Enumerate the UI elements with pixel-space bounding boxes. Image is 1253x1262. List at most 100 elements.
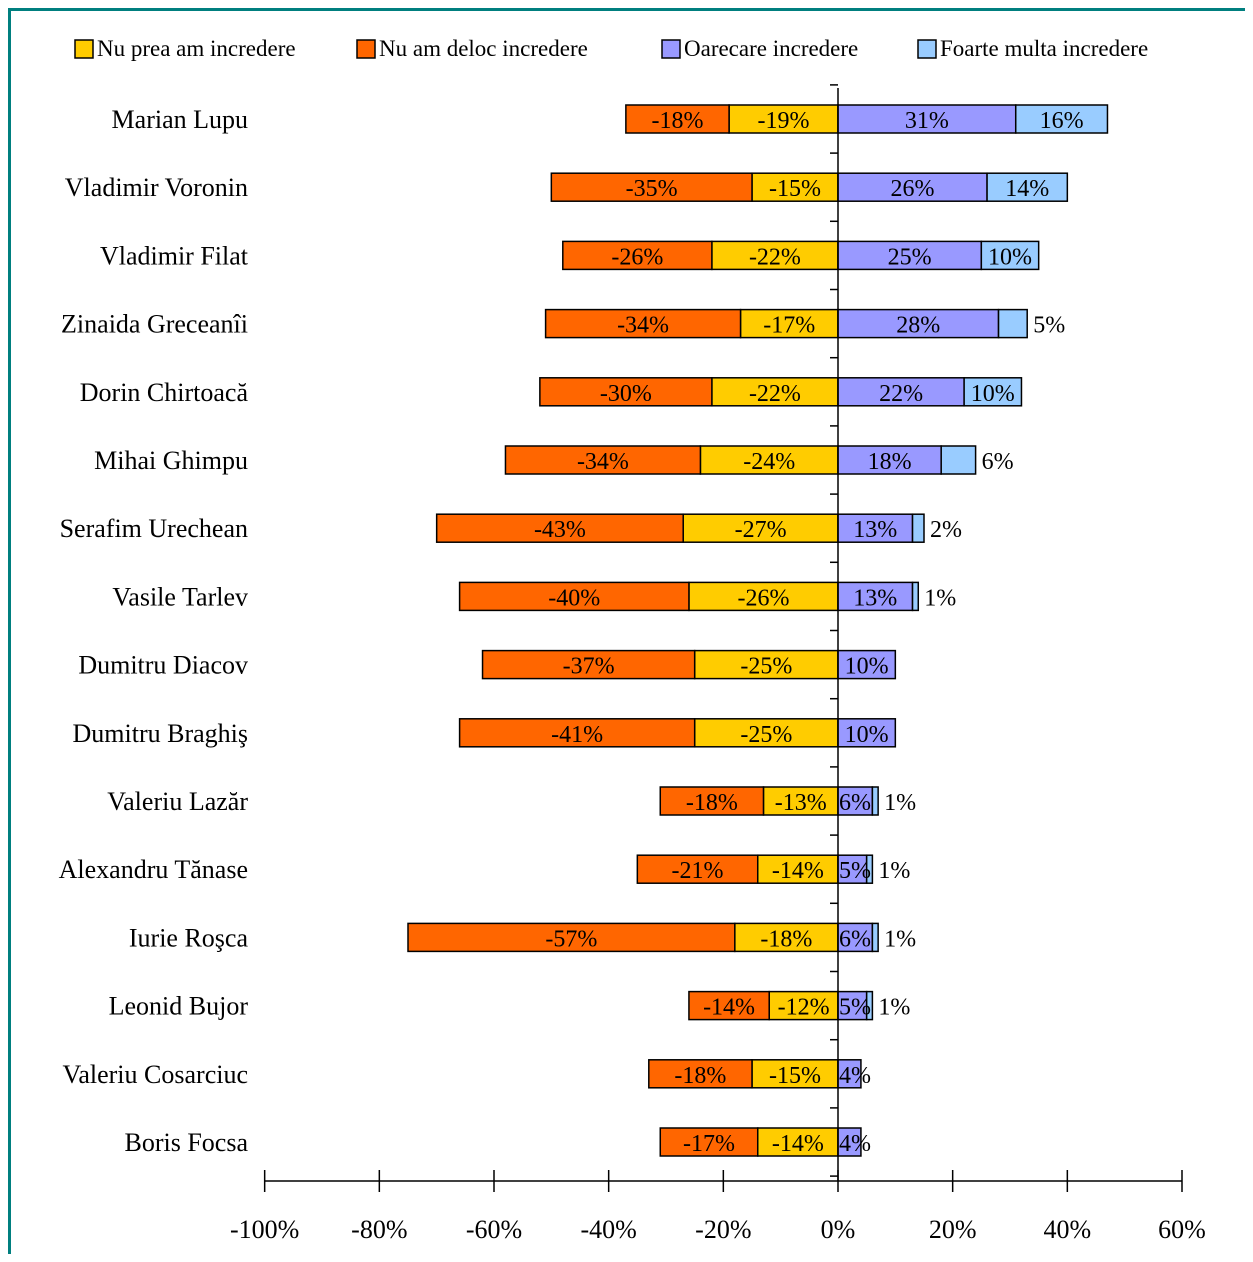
bar-nu-deloc	[539, 377, 713, 407]
data-label: -18%	[760, 926, 812, 952]
bar-nu-deloc	[550, 172, 753, 202]
data-label: 31%	[905, 108, 949, 134]
bar-nu-deloc	[435, 513, 684, 543]
data-label: -18%	[686, 790, 738, 816]
data-label: 28%	[896, 313, 940, 339]
x-tick-label: -100%	[230, 1215, 299, 1244]
data-label: -17%	[683, 1131, 735, 1157]
data-label: -30%	[600, 381, 652, 407]
bar-nu-deloc	[659, 1127, 759, 1157]
legend-swatch	[917, 39, 937, 59]
data-label: -25%	[740, 654, 792, 680]
data-label: -24%	[743, 449, 795, 475]
bar-nu-deloc	[407, 922, 736, 953]
data-label: -14%	[772, 858, 824, 884]
data-label: 10%	[988, 244, 1032, 270]
bar-foarte	[1014, 104, 1109, 134]
category-label: Vladimir Voronin	[65, 173, 248, 202]
bar-oarecare	[837, 990, 868, 1021]
legend-label: Oarecare incredere	[684, 36, 858, 61]
x-tick-label: -20%	[695, 1215, 751, 1244]
data-label: -43%	[534, 517, 586, 543]
category-label: Dumitru Diacov	[78, 651, 248, 680]
data-label: 25%	[888, 244, 932, 270]
bar-nu-deloc	[688, 990, 770, 1021]
data-label: -14%	[703, 995, 755, 1021]
data-label: -17%	[763, 313, 815, 339]
data-label: 10%	[845, 722, 889, 748]
bar-nu-deloc	[481, 649, 696, 680]
category-label: Alexandru Tănase	[59, 855, 248, 884]
data-label: -35%	[626, 176, 678, 202]
data-label: -25%	[740, 722, 792, 748]
legend-label: Foarte multa incredere	[940, 36, 1148, 61]
category-label: Dumitru Braghiş	[73, 719, 249, 748]
bar-nu-deloc	[544, 308, 742, 339]
x-tick-label: -40%	[581, 1215, 637, 1244]
legend-item: Nu am deloc incredere	[356, 36, 588, 61]
x-tick-label: -80%	[351, 1215, 407, 1244]
x-tick-label: 0%	[821, 1215, 856, 1244]
value-labels: -19% -18% 31% 16% -15% -35% 26% 14% -22% -26% 25% 1…	[534, 108, 1084, 1157]
bar-oarecare	[837, 377, 965, 407]
bar-foarte	[997, 308, 1028, 339]
bar-foarte	[871, 922, 879, 953]
data-label: -22%	[749, 381, 801, 407]
data-label: -14%	[772, 1131, 824, 1157]
data-label: 1%	[924, 585, 956, 611]
bar-nu-deloc	[648, 1059, 753, 1089]
chart-frame	[8, 8, 1245, 1254]
data-label: -34%	[617, 313, 669, 339]
category-label: Serafim Urechean	[60, 514, 248, 543]
data-label: -19%	[758, 108, 810, 134]
category-label: Vladimir Filat	[100, 241, 249, 270]
data-label: 1%	[878, 858, 910, 884]
bar-nu-prea	[739, 308, 839, 339]
data-label: 6%	[982, 449, 1014, 475]
axes: -100% -80% -60% -40% -20% 0% 20% 40% 60%	[230, 84, 1206, 1244]
data-label: -18%	[651, 108, 703, 134]
data-label: 2%	[930, 517, 962, 543]
legend-item: Nu prea am incredere	[74, 36, 296, 61]
bar-nu-prea	[768, 990, 839, 1021]
data-label: 10%	[971, 381, 1015, 407]
bar-foarte	[963, 377, 1023, 407]
bar-nu-deloc	[504, 445, 702, 475]
data-label: -40%	[548, 585, 600, 611]
data-label: 1%	[884, 790, 916, 816]
x-tick-label: 40%	[1043, 1215, 1091, 1244]
category-labels: Marian Lupu Vladimir Voronin Vladimir Fila…	[59, 105, 249, 1157]
legend-swatch	[661, 39, 681, 59]
bar-oarecare	[837, 445, 942, 475]
data-label: 5%	[839, 995, 871, 1021]
bar-nu-prea	[711, 240, 839, 271]
data-label: -22%	[749, 244, 801, 270]
data-label: -26%	[737, 585, 789, 611]
data-label: -15%	[769, 176, 821, 202]
category-label: Vasile Tarlev	[112, 582, 248, 611]
bar-foarte	[865, 990, 874, 1021]
data-label: 22%	[879, 381, 923, 407]
category-label: Iurie Roşca	[129, 923, 249, 952]
bar-foarte	[871, 786, 879, 816]
bar-oarecare	[837, 786, 874, 816]
bar-foarte	[940, 445, 977, 475]
data-label: -12%	[778, 995, 830, 1021]
bar-oarecare	[837, 718, 897, 748]
bar-nu-prea	[728, 104, 839, 134]
data-label: 4%	[839, 1063, 871, 1089]
legend-label: Nu am deloc incredere	[379, 36, 588, 61]
bar-nu-prea	[756, 1127, 839, 1157]
bar-nu-deloc	[458, 581, 690, 612]
x-tick-label: -60%	[466, 1215, 522, 1244]
legend-item: Foarte multa incredere	[917, 36, 1148, 61]
bar-oarecare	[837, 308, 1000, 339]
bar-nu-deloc	[659, 786, 765, 816]
category-label: Mihai Ghimpu	[94, 446, 248, 475]
data-label: -21%	[672, 858, 724, 884]
bar-nu-deloc	[636, 854, 759, 884]
data-label: -18%	[674, 1063, 726, 1089]
category-label: Dorin Chirtoacă	[80, 378, 249, 407]
data-label: 5%	[839, 858, 871, 884]
